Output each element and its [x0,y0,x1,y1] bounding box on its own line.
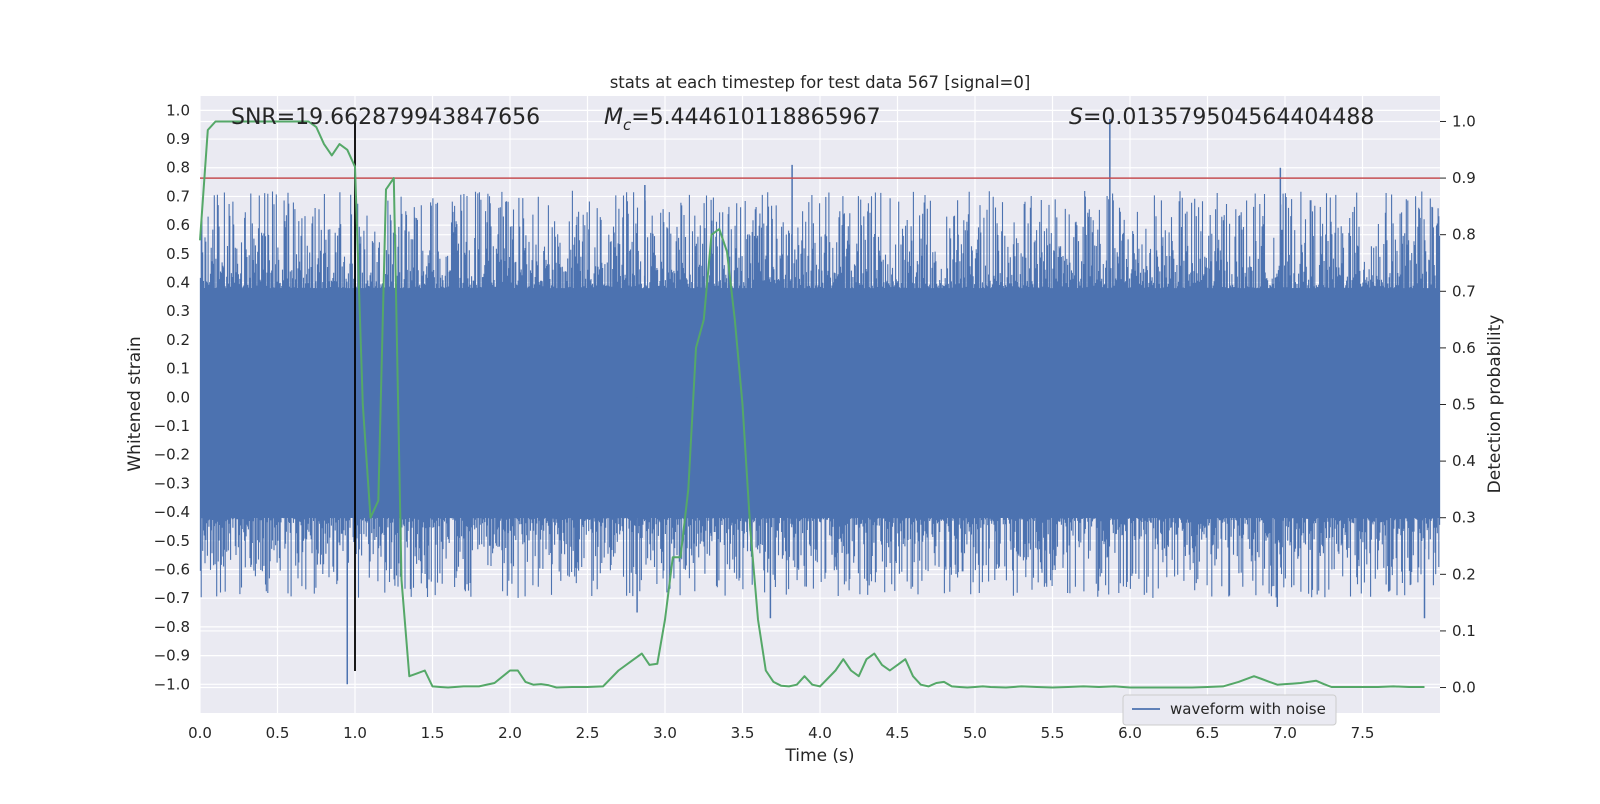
right-tick-label: 1.0 [1452,112,1476,130]
x-tick-label: 2.0 [498,724,522,742]
left-tick-label: 0.9 [166,130,190,148]
left-tick-label: −0.3 [154,474,190,492]
left-tick-label: 0.4 [166,274,190,292]
waveform-core [200,288,1440,518]
x-tick-label: 0.5 [266,724,290,742]
left-tick-label: −0.9 [154,647,190,665]
x-tick-label: 3.5 [731,724,755,742]
right-tick-label: 0.7 [1452,282,1476,300]
x-axis-label: Time (s) [784,746,854,766]
waveform-series [199,118,1441,685]
legend-label: waveform with noise [1170,700,1326,718]
left-axis-label: Whitened strain [125,336,145,471]
right-tick-label: 0.3 [1452,509,1476,527]
left-tick-label: −0.7 [154,589,190,607]
right-tick-label: 0.8 [1452,226,1476,244]
right-tick-label: 0.9 [1452,169,1476,187]
x-axis-ticks: 0.0 0.5 1.0 1.5 2.0 2.5 3.0 3.5 4.0 4.5 5.0 5.5 6.0 6… [188,724,1374,742]
right-tick-label: 0.6 [1452,339,1476,357]
left-tick-label: −0.5 [154,532,190,550]
left-tick-label: −0.4 [154,503,190,521]
x-tick-label: 4.5 [886,724,910,742]
left-tick-label: 0.6 [166,216,190,234]
x-tick-label: 6.0 [1118,724,1142,742]
left-tick-label: 0.2 [166,331,190,349]
x-tick-label: 5.0 [963,724,987,742]
x-tick-label: 1.5 [421,724,445,742]
x-tick-label: 4.0 [808,724,832,742]
left-tick-label: −1.0 [154,675,190,693]
legend-box [1122,694,1337,726]
left-tick-label: 0.0 [166,388,190,406]
left-tick-label: −0.2 [154,446,190,464]
x-tick-label: 7.0 [1273,724,1297,742]
chart-title: stats at each timestep for test data 567… [610,73,1031,92]
left-axis-ticks: 1.0 0.9 0.8 0.7 0.6 0.5 0.4 0.3 0.2 0.1 0.0 −0.1 −0.… [154,101,190,693]
probability-line [199,120,1425,689]
x-tick-label: 5.5 [1041,724,1065,742]
left-tick-label: −0.6 [154,561,190,579]
left-tick-label: 0.3 [166,302,190,320]
x-tick-label: 2.5 [576,724,600,742]
snr-annotation: SNR=19.662879943847656 [231,105,540,130]
x-tick-label: 6.5 [1196,724,1220,742]
right-tick-label: 0.0 [1452,679,1476,697]
chirp-mass-annotation: Mc=5.444610118865967 [604,105,881,134]
reference-lines [200,121,1440,671]
right-tick-label: 0.1 [1452,622,1476,640]
left-tick-label: 0.1 [166,360,190,378]
legend: waveform with noise [1122,694,1337,726]
right-tick-label: 0.5 [1452,396,1476,414]
s-annotation: S=0.013579504564404488 [1069,105,1374,130]
left-tick-label: 1.0 [166,101,190,119]
left-tick-label: 0.7 [166,187,190,205]
left-tick-label: −0.8 [154,618,190,636]
x-tick-label: 3.0 [653,724,677,742]
left-tick-label: 0.8 [166,159,190,177]
x-tick-label: 1.0 [343,724,367,742]
right-axis-ticks: 1.0 0.9 0.8 0.7 0.6 0.5 0.4 0.3 0.2 0.1 0.0 [1440,112,1476,697]
x-tick-label: 7.5 [1351,724,1375,742]
left-tick-label: −0.1 [154,417,190,435]
right-tick-label: 0.4 [1452,452,1476,470]
probability-series [199,120,1425,689]
right-tick-label: 0.2 [1452,565,1476,583]
right-axis-label: Detection probability [1485,315,1505,494]
x-tick-label: 0.0 [188,724,212,742]
left-tick-label: 0.5 [166,245,190,263]
